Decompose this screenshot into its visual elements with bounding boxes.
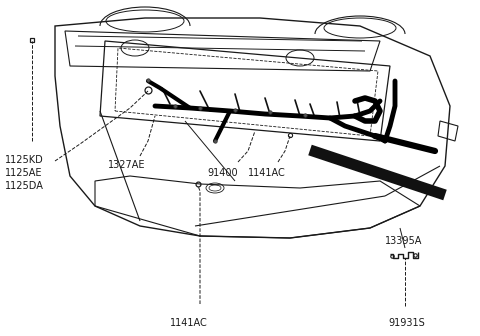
Text: 1125DA: 1125DA [5, 181, 44, 191]
Text: 1327AE: 1327AE [108, 160, 145, 170]
Text: 1141AC: 1141AC [248, 168, 286, 178]
Text: 1125KD: 1125KD [5, 155, 44, 165]
Text: 1141AC: 1141AC [170, 318, 208, 328]
Text: 13395A: 13395A [385, 236, 422, 246]
Text: 91931S: 91931S [388, 318, 425, 328]
Text: 1125AE: 1125AE [5, 168, 43, 178]
Text: 91400: 91400 [207, 168, 238, 178]
